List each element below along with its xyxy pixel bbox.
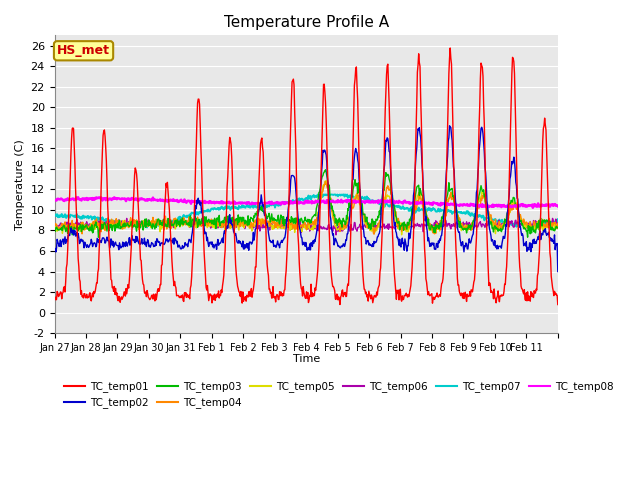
- Legend: TC_temp01, TC_temp02, TC_temp03, TC_temp04, TC_temp05, TC_temp06, TC_temp07, TC_: TC_temp01, TC_temp02, TC_temp03, TC_temp…: [60, 377, 618, 412]
- Y-axis label: Temperature (C): Temperature (C): [15, 139, 25, 229]
- Title: Temperature Profile A: Temperature Profile A: [223, 15, 388, 30]
- Text: HS_met: HS_met: [57, 44, 110, 57]
- X-axis label: Time: Time: [292, 354, 320, 364]
